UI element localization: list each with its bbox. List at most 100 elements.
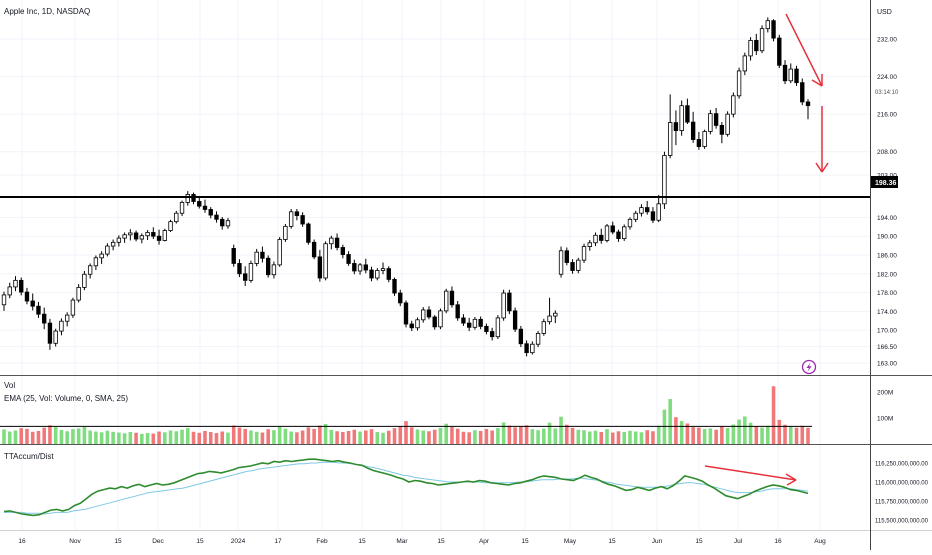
volume-bar xyxy=(788,426,793,444)
candle xyxy=(59,318,64,336)
volume-bar xyxy=(7,431,12,444)
volume-bar xyxy=(743,416,747,444)
price-tick-label: 178.00 xyxy=(877,290,897,297)
candle xyxy=(375,268,380,281)
volume-bar xyxy=(731,424,736,444)
candle xyxy=(398,289,403,307)
candle xyxy=(788,63,793,84)
volume-bar xyxy=(82,426,87,444)
volume-bar xyxy=(42,427,46,444)
volume-bar xyxy=(260,432,265,444)
candle xyxy=(265,255,271,278)
volume-bar xyxy=(748,422,753,444)
time-axis[interactable]: 16 Nov 15 Dec 15 2024 17 Feb 15 Mar 15 Apr 15 May 15 Ju… xyxy=(18,538,826,545)
candle xyxy=(771,19,776,42)
candle xyxy=(288,208,294,229)
candle xyxy=(386,266,391,283)
volume-bar xyxy=(450,426,454,444)
price-tick-label: 163.00 xyxy=(877,361,897,368)
price-axis[interactable]: 232.00224.00216.00208.00203.00194.00190.… xyxy=(877,37,897,368)
candle xyxy=(24,287,30,305)
candle xyxy=(610,221,615,235)
volume-bar xyxy=(679,421,684,444)
volume-bar xyxy=(25,428,29,444)
volume-bar xyxy=(168,430,173,444)
volume-bar xyxy=(214,433,219,444)
candle xyxy=(461,314,466,326)
candle xyxy=(719,122,725,144)
candle xyxy=(139,233,145,244)
volume-bar xyxy=(237,427,242,444)
price-tick-label: 174.00 xyxy=(877,309,897,316)
volume-bar xyxy=(128,432,133,444)
volume-bar xyxy=(163,432,167,444)
volume-bar xyxy=(484,428,489,444)
candle xyxy=(352,259,357,275)
candle xyxy=(759,25,765,54)
volume-bar xyxy=(409,427,414,444)
time-tick-label: 15 xyxy=(358,538,366,545)
candle xyxy=(237,259,242,278)
volume-bar xyxy=(639,432,644,444)
candle xyxy=(346,251,351,266)
volume-bar xyxy=(180,429,184,444)
time-tick-label: 15 xyxy=(196,538,204,545)
volume-bar xyxy=(404,421,408,444)
time-tick-label: May xyxy=(564,538,577,545)
down-arrow-annotation-2 xyxy=(815,106,829,173)
accum-axis[interactable]: 116,250,000,000.00 116,000,000,000.00 115,… xyxy=(875,462,929,525)
volume-bar xyxy=(266,429,270,444)
volume-bar xyxy=(226,432,230,444)
volume-bar xyxy=(668,399,672,444)
candle xyxy=(570,259,575,274)
candle xyxy=(283,224,288,242)
volume-bar xyxy=(277,426,282,444)
candle xyxy=(329,235,334,250)
candle xyxy=(599,228,604,244)
candle xyxy=(690,111,696,143)
time-tick-label: 17 xyxy=(274,538,282,545)
price-tick-label: 182.00 xyxy=(877,271,897,278)
candle xyxy=(708,109,713,135)
candle xyxy=(168,219,173,232)
candle xyxy=(36,301,41,318)
time-tick-label: Mar xyxy=(396,538,408,545)
candle xyxy=(225,217,231,229)
candle xyxy=(208,207,213,219)
time-tick-label: Jun xyxy=(652,538,663,545)
volume-bar xyxy=(48,425,52,444)
time-tick-label: 2024 xyxy=(231,538,246,545)
candle xyxy=(593,232,598,247)
candle xyxy=(151,227,156,240)
volume-bar xyxy=(570,427,575,444)
volume-bar xyxy=(794,427,799,444)
volume-bar xyxy=(65,431,69,444)
volume-axis[interactable]: 200M 100M xyxy=(877,390,893,423)
volume-bar xyxy=(59,429,64,444)
volume-bar xyxy=(346,431,351,444)
candle xyxy=(311,239,317,260)
time-tick-label: Dec xyxy=(152,538,164,545)
volume-bar xyxy=(771,386,776,444)
volume-bar xyxy=(542,428,546,444)
candle xyxy=(581,243,587,263)
volume-tick-label: 200M xyxy=(877,390,893,397)
volume-bar xyxy=(536,430,540,444)
price-tick-label: 186.00 xyxy=(877,253,897,260)
candle xyxy=(409,320,414,332)
candle xyxy=(507,289,512,315)
currency-label: USD xyxy=(877,9,892,16)
volume-bar xyxy=(53,427,58,444)
candle xyxy=(93,255,99,271)
candle xyxy=(547,297,552,325)
candle xyxy=(392,277,397,296)
volume-bar xyxy=(122,433,127,444)
volume-bar xyxy=(438,427,443,444)
volume-bar xyxy=(553,428,558,444)
candle xyxy=(576,257,581,274)
lightning-icon[interactable] xyxy=(801,359,817,375)
volume-bar xyxy=(36,431,41,444)
volume-bar xyxy=(622,432,627,444)
